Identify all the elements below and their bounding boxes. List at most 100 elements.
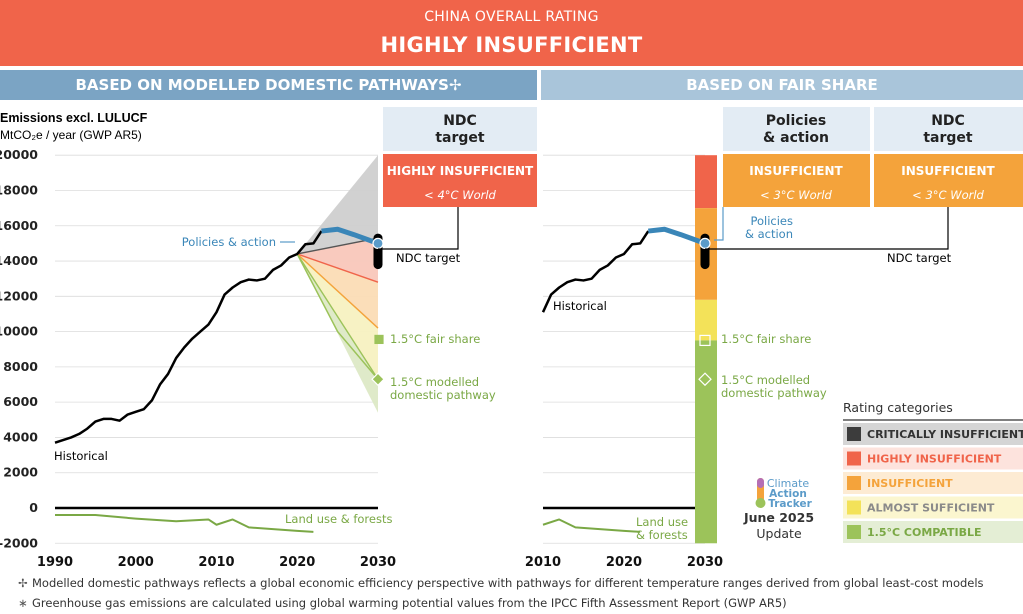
left-land-use-label: Land use & forests xyxy=(285,512,392,526)
annotations: Emissions excl. LULUCF MtCO₂e / year (GW… xyxy=(0,107,1023,543)
y-tick-label: 12000 xyxy=(0,288,38,303)
legend-item-label: CRITICALLY INSUFFICIENT xyxy=(867,428,1023,441)
left-historical-label: Historical xyxy=(54,449,108,463)
right-land-use-label-1: Land use xyxy=(636,515,688,529)
left-band-highly-insufficient xyxy=(297,238,378,283)
footnote-1-text: Modelled domestic pathways reflects a gl… xyxy=(32,576,984,590)
banner-subtitle: CHINA OVERALL RATING xyxy=(424,9,599,25)
right-fair-share-marker xyxy=(699,334,711,347)
right-ndc-connector xyxy=(705,207,949,250)
left-ndc-header-box xyxy=(383,107,537,151)
legend-item-label: INSUFFICIENT xyxy=(867,477,953,490)
right-modelled-label-1: 1.5°C modelled xyxy=(721,373,810,387)
legend-item-bg xyxy=(843,423,1023,445)
series xyxy=(54,226,712,533)
right-ndc-world: < 3°C World xyxy=(912,188,984,202)
right-x-tick-label: 2010 xyxy=(525,555,561,570)
y-tick-label: 4000 xyxy=(3,429,38,444)
left-x-tick-label: 2010 xyxy=(198,555,234,570)
y-tick-label: 0 xyxy=(29,500,38,515)
left-policies-end-point xyxy=(372,237,384,249)
right-band-highly-insufficient xyxy=(695,155,717,209)
left-policies-label: Policies & action xyxy=(182,235,276,249)
right-ndc-rating: INSUFFICIENT xyxy=(901,164,995,178)
right-land-use-forests-line xyxy=(542,518,641,533)
right-policies-header-2: & action xyxy=(763,130,829,146)
left-band-critically-insufficient xyxy=(297,155,378,254)
left-x-tick-label: 2020 xyxy=(279,555,315,570)
left-x-tick-label: 2030 xyxy=(360,555,396,570)
y-axis-unit: MtCO₂e / year (GWP AR5) xyxy=(0,128,142,142)
legend-item-label: ALMOST SUFFICIENT xyxy=(867,502,995,515)
y-tick-label: 6000 xyxy=(3,394,38,409)
footnote-2: ∗ Greenhouse gas emissions are calculated… xyxy=(18,596,787,610)
legend-item-bg xyxy=(843,447,1023,470)
section-header-modelled: BASED ON MODELLED DOMESTIC PATHWAYS✢ xyxy=(0,70,537,100)
footnote-2-symbol: ∗ xyxy=(18,596,28,610)
legend-item-swatch xyxy=(847,427,861,441)
left-ndc-rating-box xyxy=(383,154,537,207)
left-band-boundary xyxy=(296,253,379,380)
right-modelled-pathway-marker xyxy=(698,372,712,387)
left-ndc-header-2: target xyxy=(435,130,485,146)
left-ndc-rating: HIGHLY INSUFFICIENT xyxy=(387,164,534,178)
right-policies-label-2: & action xyxy=(745,227,793,241)
left-x-tick-label: 1990 xyxy=(37,555,73,570)
right-policies-world: < 3°C World xyxy=(760,188,832,202)
right-band-1-5-c-compatible xyxy=(695,340,717,544)
logo-line-3: Tracker xyxy=(768,498,812,510)
cat-logo: Climate Action Tracker June 2025 Update xyxy=(743,477,814,541)
rating-banner: CHINA OVERALL RATING HIGHLY INSUFFICIENT xyxy=(0,0,1023,66)
left-ndc-label: NDC target xyxy=(396,251,461,265)
right-policies-action-line xyxy=(648,226,706,246)
legend-item-bg xyxy=(843,496,1023,519)
logo-thermometer-top xyxy=(757,478,764,488)
logo-update: Update xyxy=(756,526,802,541)
right-historical-label: Historical xyxy=(553,299,607,313)
right-ndc-header-1: NDC xyxy=(931,113,965,129)
y-tick-label: -2000 xyxy=(0,535,38,550)
y-tick-label: 16000 xyxy=(0,218,38,233)
left-ndc-world: < 4°C World xyxy=(424,188,496,202)
right-historical-line xyxy=(541,230,650,313)
right-policies-rating-box xyxy=(723,154,870,207)
right-policies-label-1: Policies xyxy=(750,214,793,228)
left-ndc-header-1: NDC xyxy=(443,113,477,129)
right-policies-connector xyxy=(714,207,724,241)
legend-item-label: HIGHLY INSUFFICIENT xyxy=(867,453,1002,466)
section-header-fair-share: BASED ON FAIR SHARE xyxy=(541,70,1023,100)
y-axis-title: Emissions excl. LULUCF xyxy=(0,111,148,125)
right-ndc-header-2: target xyxy=(923,130,973,146)
logo-line-2: Action xyxy=(769,488,807,500)
right-policies-end-point xyxy=(699,237,711,249)
left-modelled-label-2: domestic pathway xyxy=(390,388,496,402)
left-band-boundary xyxy=(297,253,379,283)
legend-item-label: 1.5°C COMPATIBLE xyxy=(867,526,981,539)
footnote-1: ✢ Modelled domestic pathways reflects a g… xyxy=(18,576,984,590)
left-x-tick-label: 2000 xyxy=(118,555,154,570)
footnote-2-text: Greenhouse gas emissions are calculated … xyxy=(32,596,787,610)
legend-item-swatch xyxy=(847,500,861,515)
left-fair-share-marker xyxy=(374,334,384,345)
left-modelled-pathway-marker xyxy=(371,372,385,387)
left-modelled-pathway-line xyxy=(296,253,379,380)
right-land-use-label-2: & forests xyxy=(636,528,688,542)
left-fair-share-label: 1.5°C fair share xyxy=(390,332,480,346)
logo-date: June 2025 xyxy=(743,510,814,525)
right-ndc-label: NDC target xyxy=(887,251,952,265)
legend-item-swatch xyxy=(847,525,861,539)
footnote-1-symbol: ✢ xyxy=(18,576,28,590)
legend-title: Rating categories xyxy=(843,400,953,415)
right-fair-share-label: 1.5°C fair share xyxy=(721,332,811,346)
right-band-almost-sufficient xyxy=(695,299,717,341)
legend-item-bg xyxy=(843,472,1023,494)
right-modelled-label-2: domestic pathway xyxy=(721,386,827,400)
right-x-tick-label: 2020 xyxy=(606,555,642,570)
rating-bands xyxy=(296,155,717,544)
right-ndc-rating-box xyxy=(874,154,1023,207)
right-x-tick-label: 2030 xyxy=(687,555,723,570)
right-policies-header-box xyxy=(723,107,870,151)
y-tick-label: 10000 xyxy=(0,324,38,339)
legend-item-swatch xyxy=(847,476,861,490)
